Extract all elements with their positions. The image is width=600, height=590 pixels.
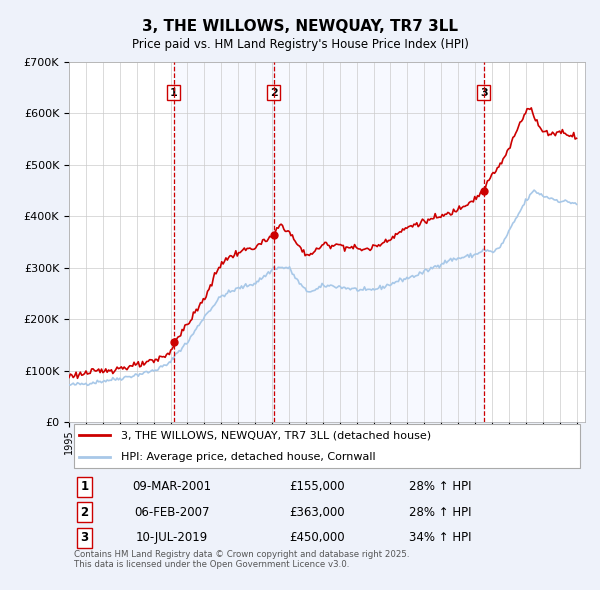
Text: 09-MAR-2001: 09-MAR-2001 [133,480,212,493]
Text: 10-JUL-2019: 10-JUL-2019 [136,531,208,544]
Text: £155,000: £155,000 [289,480,344,493]
Text: 2: 2 [270,87,278,97]
Bar [274,62,484,422]
FancyBboxPatch shape [74,424,580,468]
Text: 3: 3 [80,531,89,544]
Text: 34% ↑ HPI: 34% ↑ HPI [409,531,472,544]
Text: £450,000: £450,000 [289,531,344,544]
Text: 28% ↑ HPI: 28% ↑ HPI [409,480,472,493]
Text: Price paid vs. HM Land Registry's House Price Index (HPI): Price paid vs. HM Land Registry's House … [131,38,469,51]
Text: HPI: Average price, detached house, Cornwall: HPI: Average price, detached house, Corn… [121,452,375,462]
Bar [174,62,274,422]
Text: 06-FEB-2007: 06-FEB-2007 [134,506,210,519]
Text: 2: 2 [80,506,89,519]
Text: 1: 1 [170,87,178,97]
Text: 3: 3 [480,87,488,97]
Text: Contains HM Land Registry data © Crown copyright and database right 2025.
This d: Contains HM Land Registry data © Crown c… [74,550,410,569]
Text: £363,000: £363,000 [289,506,344,519]
Text: 3, THE WILLOWS, NEWQUAY, TR7 3LL: 3, THE WILLOWS, NEWQUAY, TR7 3LL [142,19,458,34]
Text: 1: 1 [80,480,89,493]
Text: 3, THE WILLOWS, NEWQUAY, TR7 3LL (detached house): 3, THE WILLOWS, NEWQUAY, TR7 3LL (detach… [121,430,431,440]
Text: 28% ↑ HPI: 28% ↑ HPI [409,506,472,519]
